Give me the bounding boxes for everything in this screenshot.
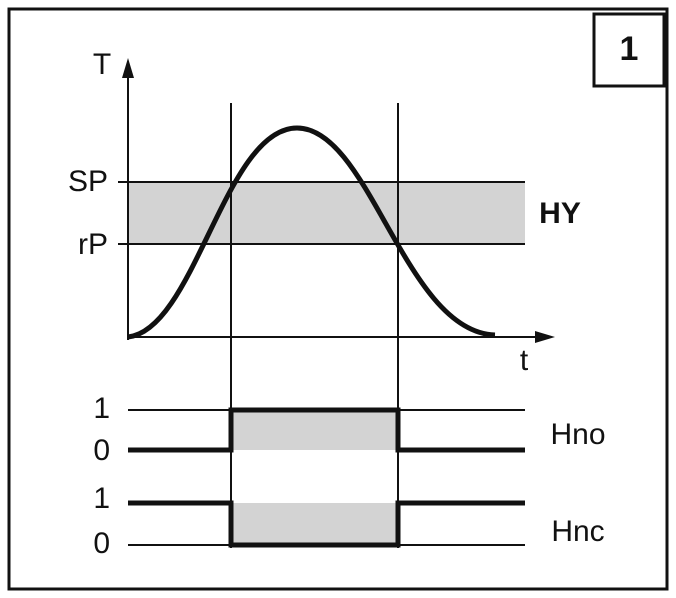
arrow (122, 58, 134, 78)
low-label: 0 (93, 434, 110, 467)
sp-label: SP (68, 165, 108, 198)
high-label: 1 (93, 482, 110, 515)
badge-box (592, 12, 666, 88)
hno-signal (128, 407, 525, 453)
hnc-signal (128, 500, 525, 548)
active-region (231, 410, 398, 450)
output-name: Hno (550, 418, 605, 451)
temperature-curve (127, 125, 496, 340)
y-axis-label: T (93, 48, 111, 81)
hysteresis-band (128, 182, 525, 244)
arrow (535, 331, 555, 343)
hysteresis-label: HY (539, 197, 581, 230)
low-label: 0 (93, 527, 110, 560)
output-name: Hnc (551, 515, 604, 548)
active-region (231, 503, 398, 545)
x-axis-label: t (520, 344, 529, 377)
badge: 1 (620, 30, 639, 68)
rp-label: rP (78, 228, 108, 261)
frame (7, 7, 669, 591)
high-label: 1 (93, 392, 110, 425)
